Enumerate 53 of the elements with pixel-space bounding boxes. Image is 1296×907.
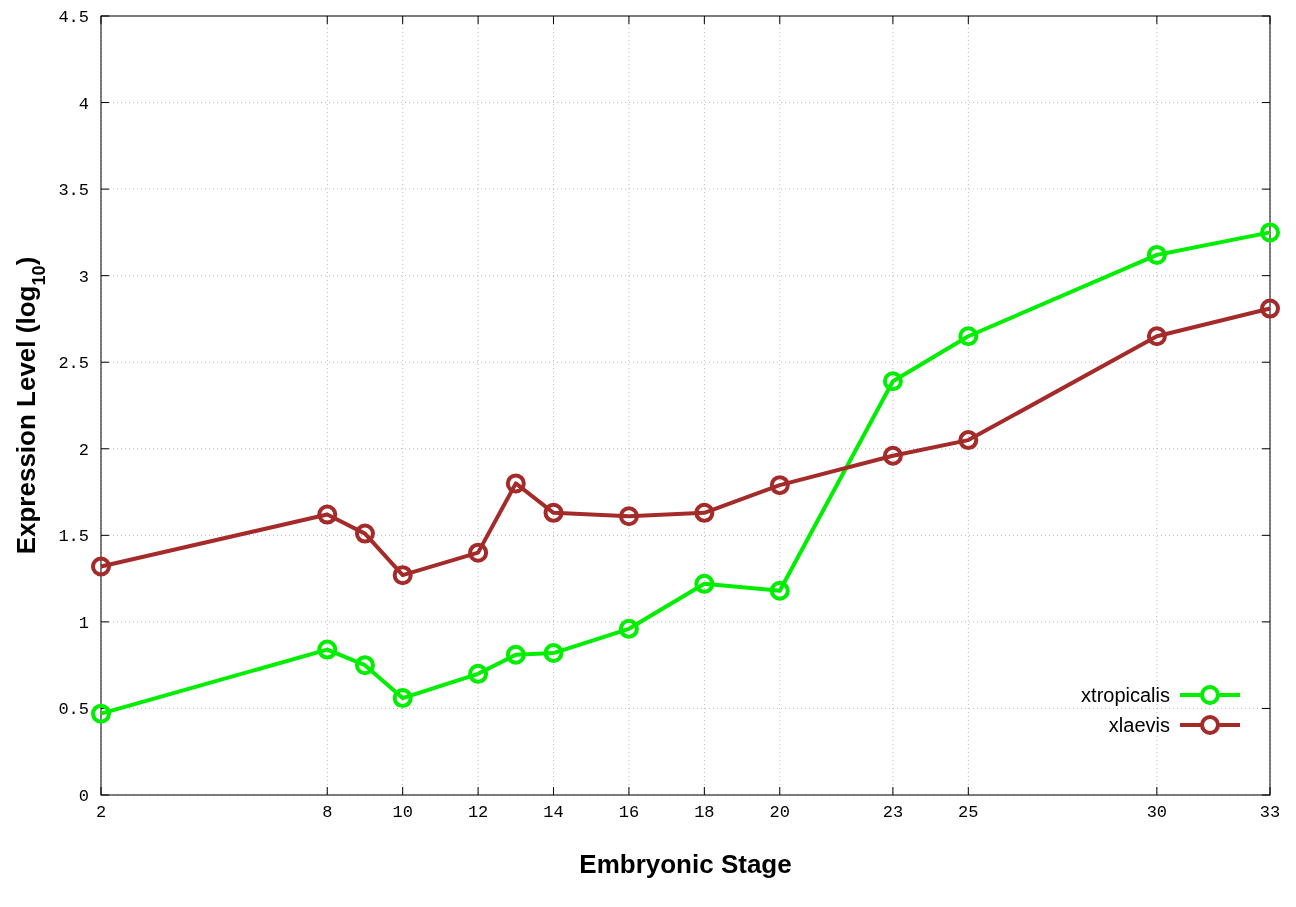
x-tick-label: 12 — [467, 803, 489, 822]
y-tick-label: 2.5 — [58, 354, 89, 374]
point — [543, 502, 564, 523]
y-tick-label: 0 — [78, 786, 89, 806]
point — [769, 475, 790, 496]
x-tick-label: 23 — [882, 803, 904, 822]
y-tick-label: 4.5 — [58, 7, 89, 27]
point — [317, 504, 338, 525]
y-tick-label: 3.5 — [58, 181, 89, 201]
point — [91, 556, 111, 577]
y-tick-label: 3 — [78, 267, 89, 287]
point — [1146, 244, 1167, 265]
point — [882, 371, 903, 392]
point — [468, 542, 489, 563]
legend-label: xtropicalis — [1081, 684, 1170, 706]
x-tick-label: 10 — [392, 803, 413, 822]
y-tick-label: 4 — [78, 94, 89, 114]
point — [392, 565, 413, 586]
legend-label: xlaevis — [1108, 714, 1170, 736]
point — [317, 639, 338, 660]
point — [543, 643, 564, 664]
point — [694, 573, 715, 594]
x-tick-label: 8 — [322, 803, 333, 822]
x-tick-label: 25 — [958, 803, 979, 822]
point — [694, 502, 715, 523]
y-tick-label: 0.5 — [58, 700, 89, 720]
y-tick-label: 2 — [78, 440, 89, 460]
point — [354, 655, 375, 676]
x-axis-title: Embryonic Stage — [579, 849, 792, 879]
x-tick-label: 14 — [543, 803, 564, 822]
point — [1146, 326, 1167, 347]
point — [882, 445, 903, 466]
x-tick-label: 18 — [694, 803, 715, 822]
point — [1260, 222, 1280, 243]
point — [769, 580, 790, 601]
x-tick-label: 16 — [618, 803, 640, 822]
point — [618, 618, 639, 639]
point — [354, 523, 375, 544]
y-tick-label: 1 — [78, 613, 89, 633]
point — [958, 326, 979, 347]
x-tick-label: 30 — [1146, 803, 1168, 822]
point — [91, 703, 111, 724]
point — [618, 506, 639, 527]
point — [505, 644, 526, 665]
point — [505, 473, 526, 494]
x-tick-label: 20 — [769, 803, 790, 822]
point — [1260, 298, 1280, 319]
point — [468, 663, 489, 684]
x-tick-label: 2 — [95, 803, 107, 822]
point — [392, 688, 413, 709]
point — [958, 430, 979, 451]
y-tick-label: 1.5 — [58, 527, 89, 547]
x-tick-label: 33 — [1259, 803, 1281, 822]
